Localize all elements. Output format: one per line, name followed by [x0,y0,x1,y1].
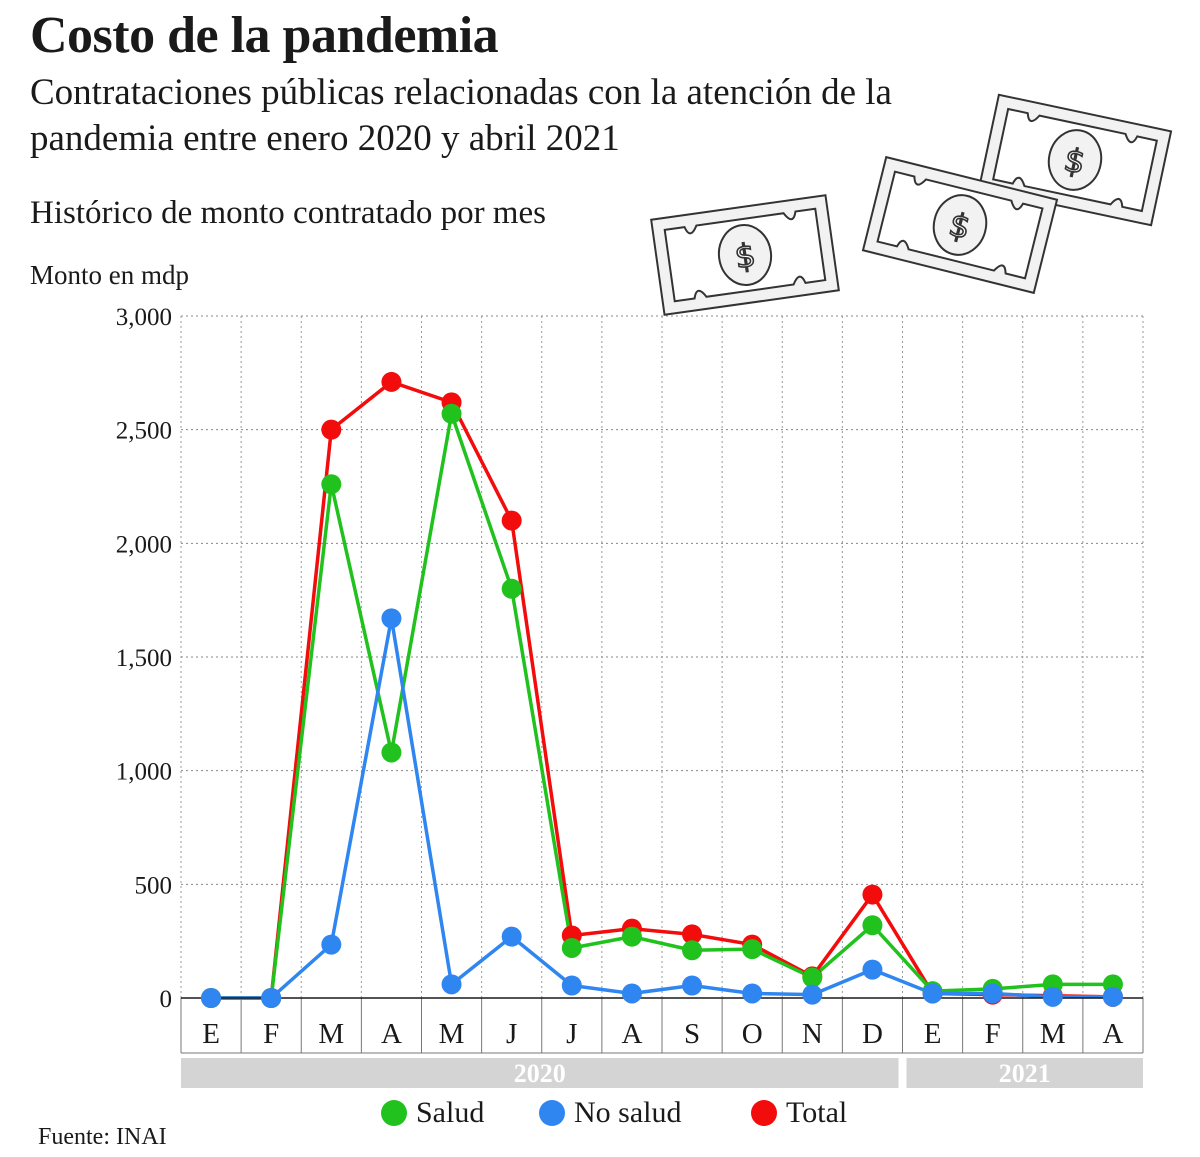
year-label: 2021 [999,1059,1051,1088]
y-tick-label: 0 [160,986,173,1013]
x-tick-label: A [381,1018,402,1050]
source-note: Fuente: INAI [38,1124,167,1150]
chart-section-title: Histórico de monto contratado por mes [30,195,546,231]
data-point-no-salud [261,988,282,1008]
x-tick-label: F [263,1018,279,1050]
x-tick-label: D [862,1018,883,1050]
data-point-total [321,419,342,440]
data-point-salud [321,474,342,495]
x-tick-label: J [506,1018,517,1050]
data-point-no-salud [501,926,522,947]
legend-marker [751,1100,777,1126]
data-point-salud [381,742,402,763]
data-point-no-salud [862,959,883,980]
y-tick-label: 3,000 [116,304,172,331]
x-tick-label: M [439,1018,465,1050]
data-point-no-salud [742,983,763,1004]
data-point-salud [501,578,522,599]
x-tick-label: F [985,1018,1001,1050]
data-point-no-salud [621,983,642,1004]
dollar-bill-icon: $ [650,194,840,316]
data-point-salud [742,939,763,960]
y-tick-label: 1,000 [116,759,172,786]
x-tick-label: A [1102,1018,1123,1050]
data-point-no-salud [982,983,1003,1004]
x-tick-label: M [1040,1018,1066,1050]
data-point-no-salud [682,975,703,996]
chart-subtitle: Contrataciones públicas relacionadas con… [30,72,892,159]
series-line-salud [211,412,1113,1000]
chart-title: Costo de la pandemia [30,7,499,64]
year-band [181,1058,899,1088]
legend-label: No salud [574,1096,682,1129]
y-tick-label: 500 [135,872,173,899]
x-tick-label: M [318,1018,344,1050]
x-tick-label: E [924,1018,942,1050]
x-tick-label: A [621,1018,642,1050]
y-tick-label: 1,500 [116,645,172,672]
data-point-salud [802,967,823,988]
data-point-no-salud [1102,986,1123,1007]
data-point-total [501,510,522,531]
series-line-total [211,380,1113,1000]
data-point-no-salud [561,975,582,996]
data-point-no-salud [441,974,462,995]
x-tick-label: J [566,1018,577,1050]
data-point-no-salud [922,983,943,1004]
data-point-no-salud [201,988,222,1008]
year-label: 2020 [514,1059,566,1088]
legend-label: Total [786,1096,847,1129]
y-axis-label: Monto en mdp [30,260,189,290]
dollar-bill-icon: $ [861,155,1059,295]
x-tick-label: S [684,1018,700,1050]
data-point-no-salud [802,984,823,1005]
dollar-bills-illustration: $ $ $ [650,93,1173,316]
legend-marker [381,1100,407,1126]
legend-label: Salud [416,1096,484,1129]
x-tick-label: E [202,1018,220,1050]
data-point-no-salud [1042,986,1063,1007]
data-point-salud [561,937,582,958]
data-point-salud [441,403,462,424]
data-point-total [381,371,402,392]
data-point-salud [621,926,642,947]
x-tick-label: O [742,1018,763,1050]
data-point-salud [862,915,883,936]
y-tick-label: 2,000 [116,531,172,558]
data-point-no-salud [321,934,342,955]
year-band [906,1058,1143,1088]
legend-marker [539,1100,565,1126]
x-tick-label: N [802,1018,823,1050]
data-point-no-salud [381,608,402,629]
data-point-total [682,924,703,945]
series-line-no-salud [211,616,1113,1000]
data-point-total [862,884,883,905]
data-point-salud [682,940,703,961]
y-tick-label: 2,500 [116,418,172,445]
